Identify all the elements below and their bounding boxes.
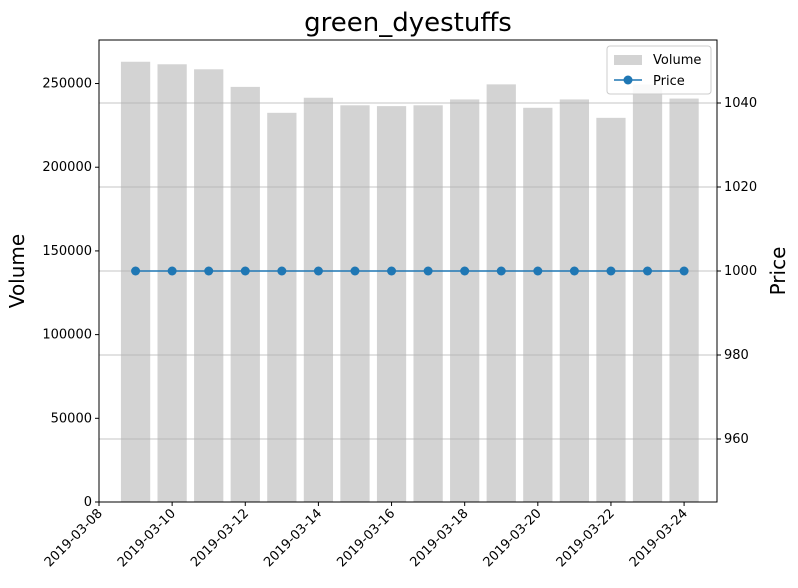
volume-bar <box>596 117 626 502</box>
x-tick-label: 2019-03-12 <box>188 506 252 570</box>
price-point <box>204 266 214 276</box>
price-point <box>679 266 689 276</box>
volume-bar <box>669 98 699 502</box>
x-tick-label: 2019-03-22 <box>554 506 618 570</box>
volume-bar <box>157 64 187 503</box>
y-axis-label: Volume <box>5 234 29 308</box>
volume-bar <box>376 106 407 502</box>
y2-tick-label: 1040 <box>724 96 757 111</box>
price-point <box>569 266 579 276</box>
price-point <box>460 266 470 276</box>
volume-bar <box>559 99 590 502</box>
legend-volume-swatch <box>614 55 642 65</box>
price-point <box>533 266 543 276</box>
price-point <box>313 266 323 276</box>
y-tick-label: 200000 <box>42 160 92 175</box>
price-point <box>277 266 287 276</box>
x-tick-label: 2019-03-08 <box>42 506 106 570</box>
price-point <box>240 266 250 276</box>
x-tick-label: 2019-03-18 <box>407 506 471 570</box>
volume-bar <box>340 105 370 503</box>
y-tick-label: 0 <box>84 495 92 510</box>
legend-price-marker <box>623 75 633 85</box>
price-point <box>423 266 433 276</box>
volume-bar <box>230 86 260 502</box>
price-point <box>387 266 397 276</box>
y2-tick-label: 1000 <box>724 264 757 279</box>
price-point <box>167 266 177 276</box>
volume-bar <box>523 107 553 502</box>
volume-bar <box>194 69 224 502</box>
y-tick-label: 100000 <box>42 328 92 343</box>
volume-bar <box>486 84 516 502</box>
x-tick-label: 2019-03-14 <box>261 506 325 570</box>
y2-axis-label: Price <box>766 247 790 296</box>
x-tick-label: 2019-03-10 <box>115 506 179 570</box>
y2-tick-label: 980 <box>724 348 749 363</box>
volume-bar <box>632 84 663 502</box>
legend-volume-label: Volume <box>653 53 701 68</box>
legend-price-label: Price <box>653 74 685 89</box>
price-point <box>131 266 141 276</box>
x-tick-label: 2019-03-16 <box>334 506 398 570</box>
volume-bar <box>450 99 480 502</box>
y-tick-label: 250000 <box>42 77 92 92</box>
volume-bar <box>120 61 151 503</box>
y-tick-label: 50000 <box>51 411 92 426</box>
y2-tick-label: 960 <box>724 432 749 447</box>
price-point <box>606 266 616 276</box>
price-point <box>350 266 360 276</box>
x-tick-label: 2019-03-20 <box>481 506 545 570</box>
volume-bar <box>267 112 297 502</box>
price-point <box>643 266 653 276</box>
price-point <box>496 266 506 276</box>
x-tick-label: 2019-03-24 <box>627 506 691 570</box>
y2-tick-label: 1020 <box>724 180 757 195</box>
chart-title: green_dyestuffs <box>304 8 512 38</box>
volume-bar <box>413 105 443 503</box>
volume-bar <box>303 97 334 502</box>
y-tick-label: 150000 <box>42 244 92 259</box>
